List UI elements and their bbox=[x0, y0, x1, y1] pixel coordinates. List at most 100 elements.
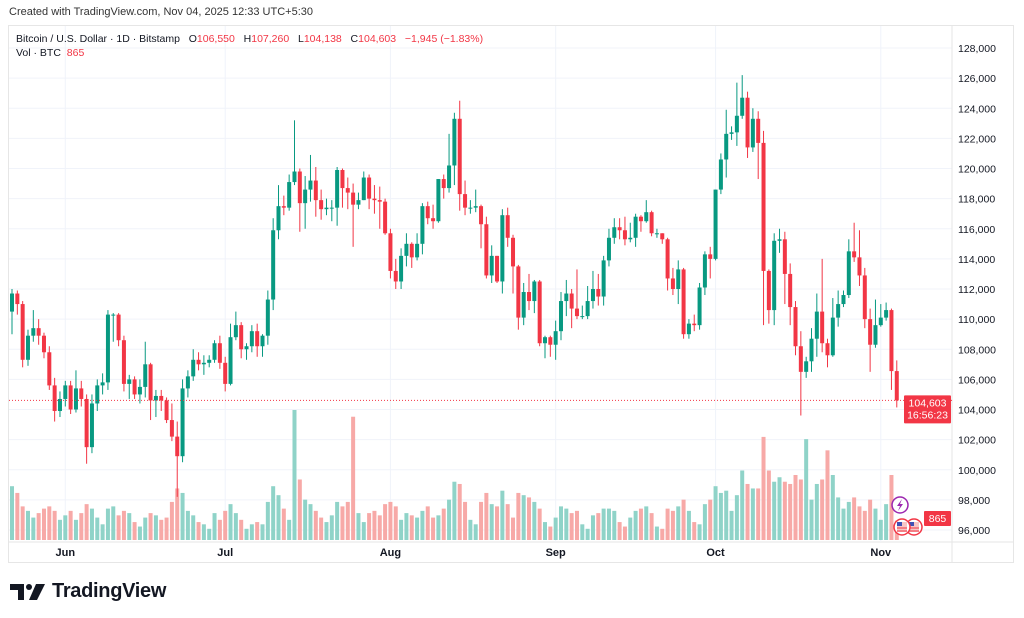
candle-body bbox=[191, 359, 196, 377]
volume-bar bbox=[420, 510, 425, 540]
candle-body bbox=[516, 266, 521, 318]
symbol-description[interactable]: Bitcoin / U.S. Dollar · 1D · Bitstamp bbox=[16, 33, 180, 45]
price-tick-label: 126,000 bbox=[958, 73, 996, 85]
us-flag-event-icon[interactable] bbox=[893, 518, 911, 536]
volume-bar bbox=[479, 501, 484, 540]
volume-bar bbox=[772, 481, 777, 540]
volume-bar bbox=[196, 522, 201, 540]
candle bbox=[255, 323, 260, 357]
volume-label[interactable]: Vol · BTC bbox=[16, 47, 61, 59]
candle-body bbox=[724, 133, 729, 160]
candle bbox=[814, 293, 819, 357]
candle bbox=[708, 246, 713, 279]
candle-body bbox=[628, 237, 633, 240]
volume-bar bbox=[782, 481, 787, 540]
candle bbox=[622, 216, 627, 246]
volume-bar bbox=[447, 499, 452, 540]
candle-body bbox=[351, 192, 356, 205]
chart-legend: Bitcoin / U.S. Dollar · 1D · Bitstamp O1… bbox=[16, 32, 483, 60]
candle-body bbox=[601, 260, 606, 297]
candles bbox=[10, 75, 899, 497]
candle bbox=[308, 154, 313, 202]
candle-body bbox=[649, 212, 654, 234]
volume-bar bbox=[84, 504, 89, 540]
volume-bar bbox=[670, 510, 675, 540]
candle bbox=[521, 282, 526, 326]
candle-body bbox=[750, 118, 755, 148]
candle bbox=[718, 153, 723, 195]
candle-body bbox=[745, 97, 750, 148]
volume-bar bbox=[516, 492, 521, 540]
volume-bar bbox=[638, 508, 643, 540]
volume-bar bbox=[116, 515, 121, 540]
candle bbox=[356, 192, 361, 210]
volume-bar bbox=[537, 508, 542, 540]
volume-bar bbox=[10, 486, 14, 540]
candle bbox=[361, 171, 366, 201]
volume-bar bbox=[452, 481, 457, 540]
volume-bar bbox=[724, 490, 729, 540]
volume-bar bbox=[676, 506, 681, 540]
candle-body bbox=[841, 295, 846, 305]
volume-bar bbox=[606, 508, 611, 540]
candle bbox=[868, 308, 873, 372]
volume-bar bbox=[745, 483, 750, 540]
candle-body bbox=[761, 142, 766, 271]
candle bbox=[777, 228, 782, 253]
candle-body bbox=[862, 275, 867, 320]
candle-body bbox=[111, 314, 116, 316]
candle-body bbox=[857, 257, 862, 276]
volume-bar bbox=[361, 522, 366, 540]
volume-bar bbox=[15, 492, 20, 540]
candle bbox=[25, 329, 30, 366]
candle bbox=[686, 319, 691, 339]
candle-body bbox=[479, 206, 484, 225]
volume-bar bbox=[351, 416, 356, 540]
candle-body bbox=[399, 255, 404, 282]
candle bbox=[111, 313, 116, 342]
volume-bar bbox=[100, 524, 105, 540]
candle bbox=[345, 177, 350, 210]
candle bbox=[606, 228, 611, 267]
footer-brand[interactable]: TradingView bbox=[10, 580, 166, 603]
candle bbox=[340, 168, 345, 208]
volume-bar bbox=[718, 492, 723, 540]
candle bbox=[734, 82, 739, 146]
candle-body bbox=[740, 97, 745, 116]
volume-bar bbox=[473, 524, 478, 540]
volume-bar bbox=[313, 510, 318, 540]
candle-body bbox=[287, 182, 292, 208]
candle-body bbox=[814, 311, 819, 339]
candle-body bbox=[606, 237, 611, 261]
volume-bar bbox=[756, 488, 761, 540]
candle-body bbox=[249, 331, 254, 347]
volume-bar bbox=[388, 501, 393, 540]
candle bbox=[548, 335, 553, 357]
price-tick-label: 128,000 bbox=[958, 43, 996, 55]
volume-bar bbox=[873, 508, 878, 540]
candle bbox=[836, 290, 841, 327]
candle-body bbox=[692, 323, 697, 326]
candle bbox=[63, 380, 68, 407]
volume-bar bbox=[511, 517, 516, 540]
candle bbox=[500, 209, 505, 294]
candle bbox=[713, 189, 718, 261]
candle bbox=[73, 370, 78, 413]
candle-body bbox=[825, 343, 830, 356]
volume-bar bbox=[852, 497, 857, 540]
volume-bar bbox=[804, 439, 809, 540]
candle-body bbox=[447, 165, 452, 189]
volume-bar bbox=[244, 528, 249, 540]
chart-panel[interactable] bbox=[8, 25, 1014, 563]
volume-bar bbox=[292, 410, 297, 540]
candle-body bbox=[292, 171, 297, 183]
candle bbox=[217, 335, 222, 369]
candle-body bbox=[686, 323, 691, 335]
candle-body bbox=[169, 420, 174, 437]
candle bbox=[585, 285, 590, 320]
candle-body bbox=[201, 362, 206, 365]
lightning-event-icon[interactable] bbox=[891, 496, 909, 514]
candle bbox=[692, 314, 697, 332]
volume-bar bbox=[297, 479, 302, 540]
